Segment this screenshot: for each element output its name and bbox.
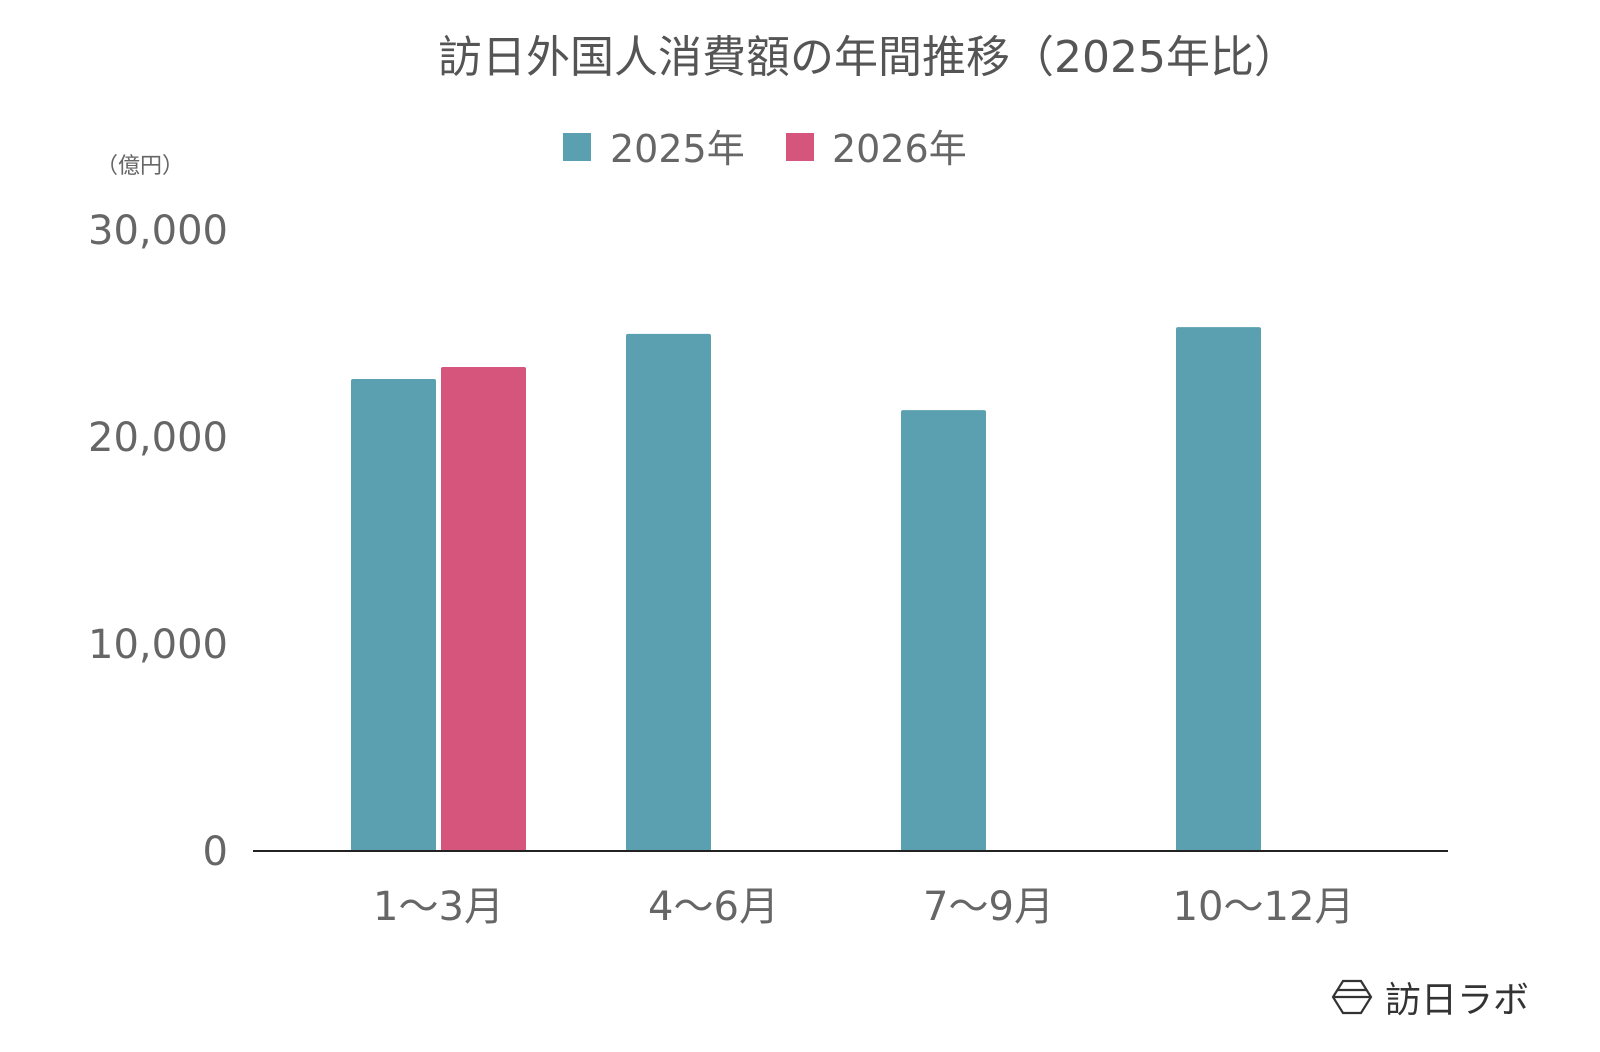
- legend: 2025年 2026年: [563, 127, 967, 171]
- bar-2025年-7〜9月: [901, 410, 986, 851]
- y-tick-label: 20,000: [88, 415, 228, 461]
- chart-title: 訪日外国人消費額の年間推移（2025年比）: [438, 32, 1298, 83]
- legend-label-2026: 2026年: [832, 127, 967, 171]
- logo-text: 訪日ラボ: [1385, 980, 1529, 1021]
- bar-2025年-10〜12月: [1176, 327, 1261, 851]
- x-tick-label: 7〜9月: [923, 884, 1054, 930]
- x-tick-label: 1〜3月: [373, 884, 504, 930]
- x-tick-label: 4〜6月: [648, 884, 779, 930]
- y-tick-label: 0: [203, 829, 228, 875]
- x-tick-label: 10〜12月: [1173, 884, 1355, 930]
- logo: 訪日ラボ: [1331, 979, 1529, 1021]
- legend-swatch-2025: [563, 133, 591, 161]
- y-tick-label: 10,000: [88, 622, 228, 668]
- y-tick-label: 30,000: [88, 208, 228, 254]
- bar-2025年-1〜3月: [351, 379, 436, 851]
- legend-label-2025: 2025年: [610, 127, 745, 171]
- bar-2026年-1〜3月: [441, 367, 526, 851]
- bar-2025年-4〜6月: [626, 333, 711, 851]
- legend-swatch-2026: [786, 133, 814, 161]
- hexagon-logo-icon: [1331, 979, 1373, 1015]
- y-axis-unit-label: （億円）: [96, 154, 184, 179]
